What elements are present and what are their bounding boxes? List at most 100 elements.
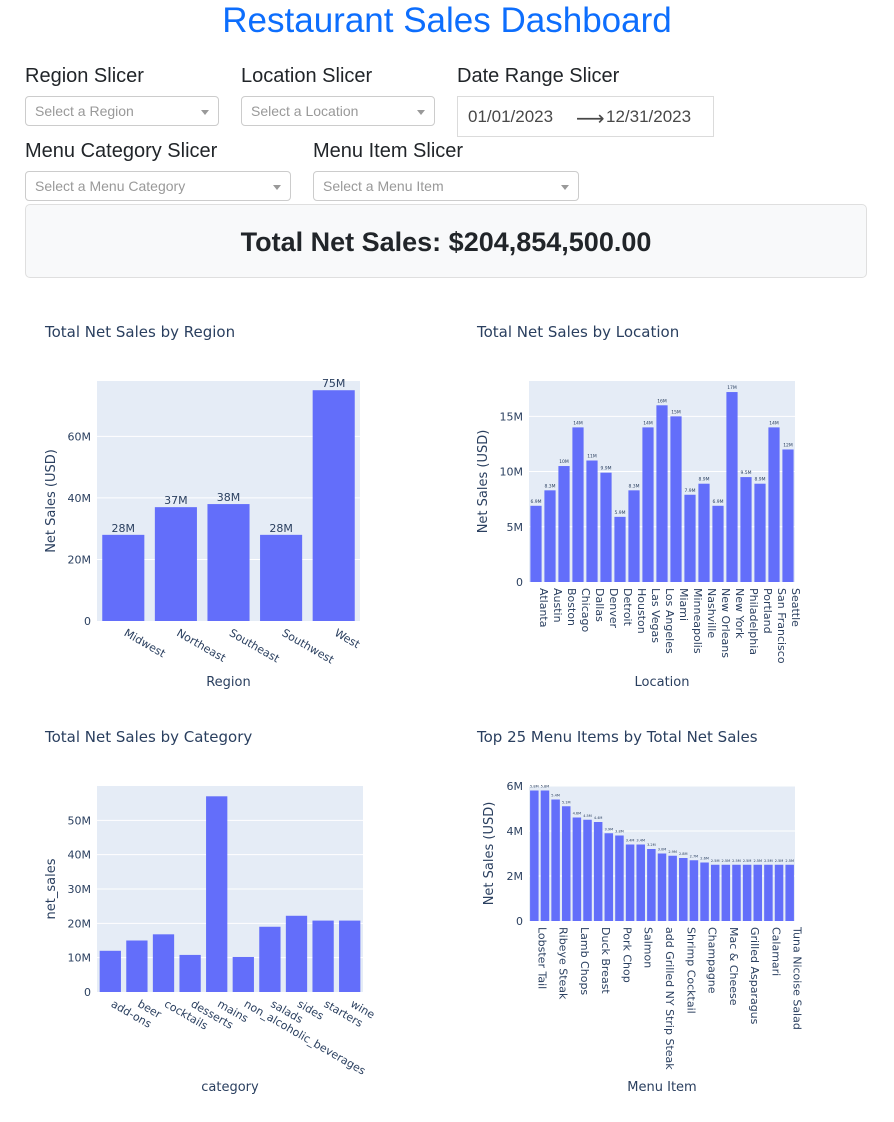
data-label: 8.3M	[628, 483, 639, 489]
x-tick-label: Portland	[761, 588, 774, 634]
x-tick-label: Boston	[565, 588, 578, 626]
total-sales-value: Total Net Sales: $204,854,500.00	[240, 227, 652, 257]
bar	[785, 864, 794, 921]
x-tick-label: Lobster Tail	[535, 927, 548, 989]
region-dropdown-placeholder: Select a Region	[35, 103, 134, 119]
data-label: 15M	[671, 409, 681, 415]
data-label: 8.3M	[544, 483, 555, 489]
location-dropdown[interactable]: Select a Location	[241, 96, 435, 126]
chevron-down-icon[interactable]	[273, 185, 281, 190]
x-tick-label: Salmon	[642, 927, 655, 968]
date-range-picker[interactable]: 01/01/2023 ⟶ 12/31/2023	[457, 96, 714, 137]
bar	[782, 449, 794, 582]
bar	[753, 864, 763, 921]
y-tick-label: 0	[84, 615, 91, 628]
bar	[312, 390, 355, 621]
chart-sales-by-region[interactable]: Total Net Sales by Region 0 20M 40M 60M 28M Mi…	[25, 305, 435, 705]
item-dropdown-placeholder: Select a Menu Item	[323, 178, 444, 194]
data-label: 28M	[112, 522, 136, 535]
region-dropdown[interactable]: Select a Region	[25, 96, 219, 126]
x-tick-label: Ribeye Steak	[557, 927, 570, 1000]
data-label: 5.1M	[562, 800, 571, 804]
bar	[698, 483, 710, 582]
bar	[670, 416, 682, 582]
chevron-down-icon[interactable]	[561, 185, 569, 190]
bar	[312, 920, 334, 992]
data-label: 5.8M	[541, 785, 550, 789]
bar	[712, 505, 724, 582]
page-title: Restaurant Sales Dashboard	[222, 1, 672, 40]
y-tick-label: 0	[84, 986, 91, 999]
x-tick-label: Austin	[551, 588, 564, 623]
data-label: 14M	[573, 420, 583, 426]
data-label: 2.5M	[722, 859, 731, 863]
x-tick-label: Minneapolis	[691, 588, 704, 654]
data-label: 14M	[643, 420, 653, 426]
x-tick-label: Houston	[635, 588, 648, 634]
data-label: 4.5M	[583, 814, 592, 818]
bar	[656, 405, 668, 582]
start-date-input[interactable]: 01/01/2023	[468, 107, 554, 126]
bar	[742, 864, 752, 921]
bar	[179, 954, 201, 992]
y-tick-label: 10M	[500, 466, 524, 479]
bar	[540, 790, 550, 921]
x-tick-label: West	[332, 626, 363, 651]
x-tick-label: Miami	[677, 588, 690, 621]
y-tick-label: 50M	[68, 814, 92, 827]
data-label: 38M	[217, 491, 241, 504]
bar	[551, 799, 560, 921]
x-axis-title: Region	[206, 675, 251, 690]
bar	[754, 483, 766, 582]
bar	[679, 858, 688, 921]
bar	[726, 392, 738, 582]
chevron-down-icon[interactable]	[201, 110, 209, 115]
data-label: 2.5M	[785, 859, 794, 863]
x-tick-label: Northeast	[174, 626, 228, 665]
category-dropdown[interactable]: Select a Menu Category	[25, 171, 291, 201]
data-label: 2.5M	[753, 859, 762, 863]
x-tick-label: Chicago	[579, 588, 592, 632]
item-dropdown[interactable]: Select a Menu Item	[313, 171, 579, 201]
bar	[636, 844, 645, 921]
chevron-down-icon[interactable]	[417, 110, 425, 115]
date-slicer-label: Date Range Slicer	[457, 65, 620, 87]
x-tick-label: New York	[733, 588, 746, 639]
data-label: 3.8M	[615, 830, 624, 834]
chart-title: Top 25 Menu Items by Total Net Sales	[476, 728, 758, 746]
bar	[642, 427, 654, 582]
data-label: 17M	[727, 385, 737, 391]
x-tick-label: Los Angeles	[663, 588, 676, 654]
x-tick-label: Tuna Nicoise Salad	[791, 926, 804, 1030]
bar	[572, 817, 582, 921]
category-dropdown-placeholder: Select a Menu Category	[35, 178, 186, 194]
x-tick-label: add Grilled NY Strip Steak	[663, 927, 676, 1070]
data-label: 5.9M	[614, 510, 625, 516]
bar	[710, 864, 720, 921]
bar	[768, 427, 780, 582]
bar	[232, 956, 254, 992]
bar	[558, 466, 570, 582]
data-label: 2.5M	[764, 859, 773, 863]
data-label: 2.5M	[732, 859, 741, 863]
bar	[740, 477, 752, 582]
bar	[530, 505, 542, 582]
bar	[668, 855, 677, 921]
bar	[99, 950, 121, 992]
y-tick-label: 10M	[68, 952, 92, 965]
y-axis-title: net_sales	[44, 858, 59, 919]
chart-sales-by-location[interactable]: Total Net Sales by Location 0 5M 10M 15M 6.9M…	[457, 305, 867, 705]
chart-sales-by-category[interactable]: Total Net Sales by Category 0 10M 20M 30M 40M…	[25, 710, 435, 1110]
data-label: 9.5M	[740, 470, 751, 476]
bar	[684, 494, 696, 582]
chart-top-menu-items[interactable]: Top 25 Menu Items by Total Net Sales 0 2M 4…	[457, 710, 867, 1110]
bar	[700, 862, 709, 921]
x-tick-label: Grilled Asparagus	[748, 927, 761, 1025]
end-date-input[interactable]: 12/31/2023	[606, 107, 692, 126]
bar	[259, 926, 281, 992]
data-label: 9.9M	[600, 466, 611, 472]
y-tick-label: 6M	[507, 780, 524, 793]
bar	[102, 534, 145, 621]
data-label: 28M	[269, 522, 293, 535]
x-tick-label: Denver	[607, 588, 620, 628]
